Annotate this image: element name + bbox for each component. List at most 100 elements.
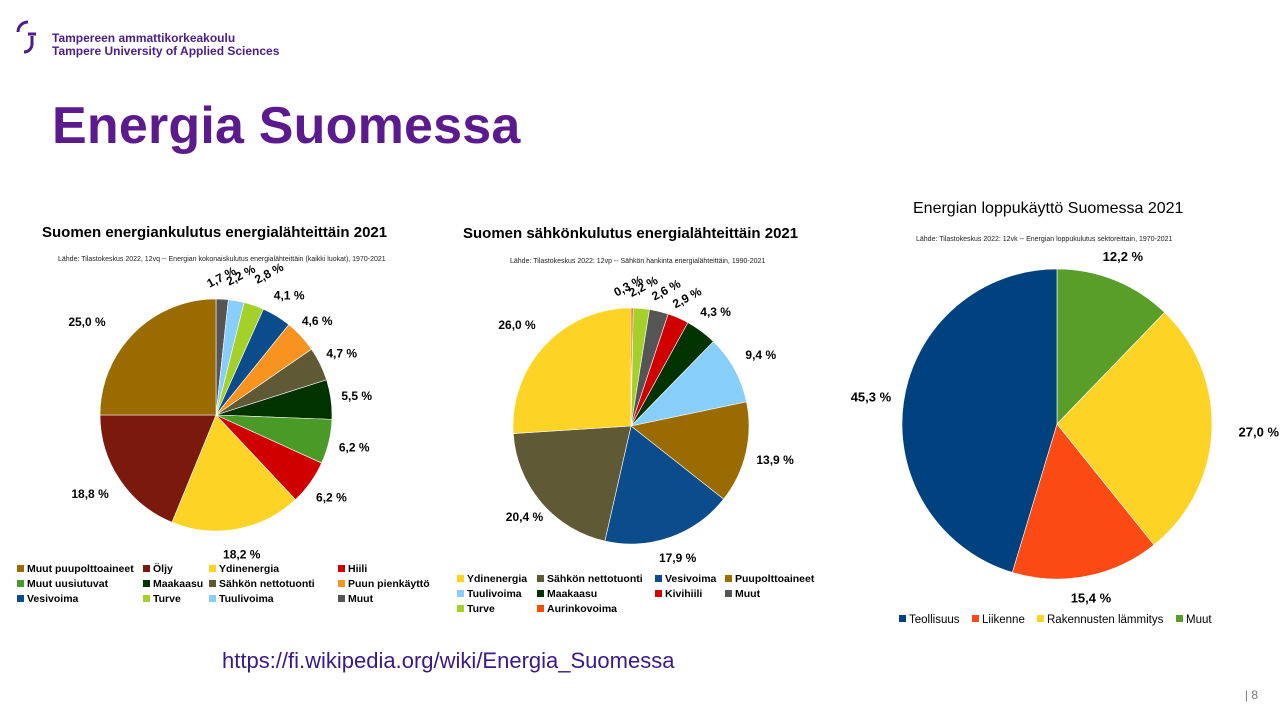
legend-item: Rakennusten lämmitys [1037, 614, 1163, 626]
legend-label: Hiili [348, 563, 368, 575]
legend-label: Tuulivoima [219, 593, 274, 605]
legend-item: Teollisuus [899, 614, 960, 626]
legend-label: Vesivoima [665, 573, 717, 585]
data-label: 6,2 % [316, 491, 347, 505]
legend-item: Ydinenergia [457, 573, 527, 585]
legend-label: Muut puupolttoaineet [27, 563, 134, 575]
data-label: 45,3 % [851, 389, 892, 404]
legend-swatch [143, 564, 150, 572]
legend-swatch [209, 594, 216, 602]
legend-label: Liikenne [982, 614, 1025, 626]
legend-label: Vesivoima [27, 593, 79, 605]
legend-item: Vesivoima [17, 593, 78, 605]
legend-label: Ydinenergia [467, 573, 528, 585]
pie-slice-öljy [99, 414, 217, 523]
legend-item: Turve [143, 593, 181, 605]
legend-item: Muut [1176, 614, 1212, 626]
legend-swatch [17, 579, 24, 587]
legend-item: Tuulivoima [209, 593, 274, 605]
data-label: 17,9 % [659, 551, 697, 565]
data-label: 5,5 % [341, 389, 372, 403]
chart-subtitle: Lähde: Tilastokeskus 2022: 12vp -- Sähkö… [510, 258, 766, 265]
legend-item: Muut puupolttoaineet [17, 563, 134, 575]
legend-item: Muut [338, 593, 373, 605]
legend-label: Muut uusiutuvat [27, 578, 109, 590]
pie-slice-vesivoima [604, 425, 725, 545]
data-label: 15,4 % [1071, 591, 1112, 606]
pie-slice-sähkön-nettotuonti [512, 425, 632, 542]
legend-swatch [655, 589, 662, 597]
legend-label: Sähkön nettotuonti [547, 573, 643, 585]
chart-title: Suomen energiankulutus energialähteittäi… [42, 224, 388, 241]
data-label: 20,4 % [506, 510, 544, 524]
logo-text: Tampereen ammattikorkeakoulu Tampere Uni… [52, 32, 279, 58]
legend-label: Aurinkovoima [547, 603, 618, 615]
legend-label: Puupolttoaineet [735, 573, 815, 585]
legend-label: Teollisuus [909, 614, 960, 626]
data-label: 18,8 % [71, 487, 109, 501]
pie-slice-muut-puupolttoaineet [99, 298, 217, 416]
legend-label: Maakaasu [547, 588, 598, 600]
legend-label: Turve [467, 603, 495, 615]
legend-item: Tuulivoima [457, 588, 522, 600]
legend-swatch [725, 589, 732, 597]
data-label: 4,6 % [302, 314, 333, 328]
legend-label: Tuulivoima [467, 588, 522, 600]
legend-swatch [972, 615, 979, 623]
legend-swatch [457, 589, 464, 597]
legend-swatch [338, 579, 345, 587]
legend-item: Liikenne [972, 614, 1025, 626]
data-label: 26,0 % [498, 318, 536, 332]
data-label: 4,3 % [700, 305, 731, 319]
logo-line-1: Tampereen ammattikorkeakoulu [52, 31, 236, 45]
data-label: 13,9 % [756, 453, 794, 467]
legend-swatch [457, 604, 464, 612]
chart-title: Energian loppukäyttö Suomessa 2021 [913, 200, 1184, 217]
legend-item: Sähkön nettotuonti [537, 573, 643, 585]
legend-swatch [209, 579, 216, 587]
legend-label: Puun pienkäyttö [348, 578, 430, 590]
legend-item: Ydinenergia [209, 563, 279, 575]
legend-swatch [338, 594, 345, 602]
legend-item: Öljy [143, 563, 173, 575]
data-label: 25,0 % [68, 315, 106, 329]
legend-swatch [1176, 615, 1183, 623]
chart-subtitle: Lähde: Tilastokeskus 2022: 12vk -- Energ… [916, 236, 1173, 243]
legend-swatch [899, 615, 906, 623]
pie-slice-ydinenergia [512, 307, 632, 434]
legend-swatch [143, 579, 150, 587]
legend-item: Maakaasu [537, 588, 597, 600]
chart-title: Suomen sähkönkulutus energialähteittäin … [463, 225, 799, 242]
legend-item: Muut [725, 588, 760, 600]
legend-item: Hiili [338, 563, 367, 575]
pie-slice-puupolttoaineet [630, 401, 750, 500]
pie-slice-muut [1056, 268, 1166, 425]
legend-label: Muut [1186, 614, 1212, 626]
legend-item: Puupolttoaineet [725, 573, 814, 585]
pie-slice-ydinenergia [171, 414, 296, 532]
legend-label: Ydinenergia [219, 563, 280, 575]
pie-slice-rakennusten-lämmitys [1056, 312, 1213, 546]
legend-item: Muut uusiutuvat [17, 578, 108, 590]
legend-swatch [537, 604, 544, 612]
data-label: 18,2 % [223, 548, 261, 562]
chart-subtitle: Lähde: Tilastokeskus 2022, 12vq -- Energ… [58, 256, 386, 263]
legend-label: Sähkön nettotuonti [219, 578, 315, 590]
legend-swatch [17, 594, 24, 602]
legend-label: Maakaasu [153, 578, 204, 590]
legend-swatch [537, 574, 544, 582]
legend-label: Kivihiili [665, 588, 703, 600]
legend-label: Öljy [153, 563, 173, 575]
wikipedia-link[interactable]: https://fi.wikipedia.org/wiki/Energia_Su… [222, 648, 675, 673]
legend-swatch [209, 564, 216, 572]
legend-swatch [338, 564, 345, 572]
legend-item: Vesivoima [655, 573, 716, 585]
data-label: 4,7 % [326, 346, 357, 360]
tamk-logo: Tampereen ammattikorkeakoulu Tampere Uni… [14, 14, 279, 64]
data-label: 6,2 % [339, 441, 370, 455]
